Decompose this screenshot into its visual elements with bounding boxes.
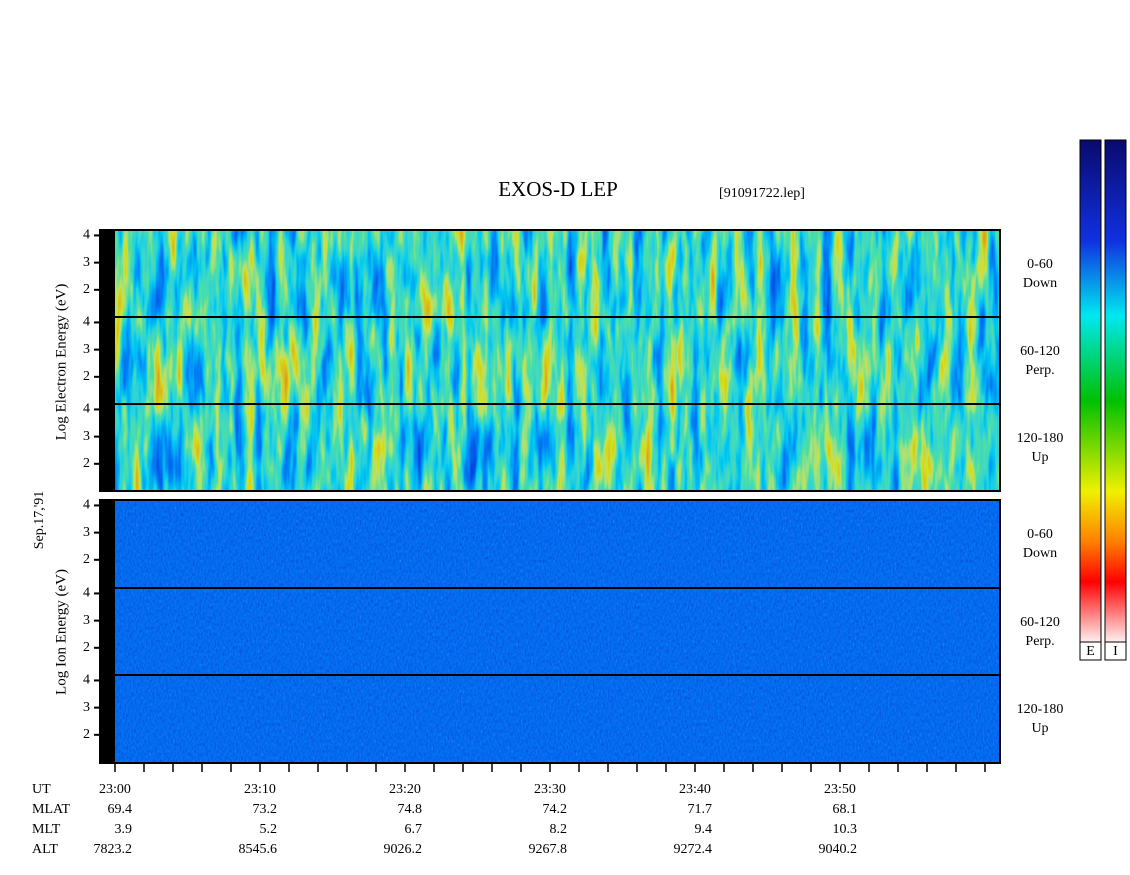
row-value: 3.9 (115, 822, 133, 837)
angle-label: 60-120 (1020, 344, 1060, 359)
direction-label: Perp. (1025, 634, 1054, 649)
angle-label: 120-180 (1017, 702, 1064, 717)
row-label: MLAT (32, 802, 71, 817)
row-value: 74.8 (398, 802, 423, 817)
y-tick-label: 4 (83, 586, 90, 601)
direction-label: Down (1023, 276, 1057, 291)
spectrogram (100, 588, 1000, 675)
ion-axis-label: Log Ion Energy (eV) (53, 569, 69, 695)
time-label: 23:40 (679, 782, 711, 797)
y-tick-label: 3 (83, 700, 90, 715)
panel-edge (100, 588, 115, 675)
y-tick-label: 2 (83, 282, 90, 297)
y-tick-label: 2 (83, 727, 90, 742)
row-value: 68.1 (833, 802, 858, 817)
panels: 2 3 4 0-60 Down 2 3 4 60-120 Perp. 2 3 4 120-180 Up 2 3 4… (83, 228, 1064, 764)
row-label: MLT (32, 822, 61, 837)
spectrogram (100, 230, 1000, 317)
time-label: 23:00 (99, 782, 131, 797)
row-label: ALT (32, 842, 58, 857)
panel-edge (100, 675, 115, 762)
row-value: 6.7 (405, 822, 423, 837)
row-value: 74.2 (543, 802, 568, 817)
colorbar (1104, 139, 1127, 643)
colorbar-label: E (1086, 644, 1095, 659)
y-tick-label: 2 (83, 456, 90, 471)
y-tick-label: 4 (83, 228, 90, 243)
time-label: 23:50 (824, 782, 856, 797)
row-value: 71.7 (688, 802, 713, 817)
direction-label: Up (1031, 450, 1048, 465)
angle-label: 0-60 (1027, 527, 1053, 542)
y-tick-label: 3 (83, 429, 90, 444)
y-tick-label: 3 (83, 255, 90, 270)
row-value: 9267.8 (529, 842, 568, 857)
y-tick-label: 2 (83, 552, 90, 567)
row-value: 9.4 (695, 822, 713, 837)
spectrogram (100, 404, 1000, 491)
panel-edge (100, 317, 115, 404)
colorbar-box (1104, 641, 1127, 661)
time-label: 23:20 (389, 782, 421, 797)
row-value: 7823.2 (94, 842, 133, 857)
panel-edge (100, 230, 115, 317)
row-value: 8545.6 (239, 842, 278, 857)
panel-edge (100, 500, 115, 587)
colorbar-label: I (1113, 644, 1118, 659)
row-value: 9272.4 (674, 842, 713, 857)
row-value: 5.2 (260, 822, 278, 837)
time-label: 23:30 (534, 782, 566, 797)
row-label: UT (32, 782, 51, 797)
angle-label: 120-180 (1017, 431, 1064, 446)
y-tick-label: 2 (83, 640, 90, 655)
spectrogram (100, 500, 1000, 587)
y-tick-label: 4 (83, 498, 90, 513)
row-value: 8.2 (550, 822, 568, 837)
spectrogram (100, 675, 1000, 762)
frame (99, 229, 1001, 492)
y-tick-label: 4 (83, 402, 90, 417)
row-value: 9026.2 (384, 842, 423, 857)
direction-label: Up (1031, 721, 1048, 736)
y-tick-label: 4 (83, 673, 90, 688)
time-label: 23:10 (244, 782, 276, 797)
angle-label: 60-120 (1020, 615, 1060, 630)
y-tick-label: 3 (83, 342, 90, 357)
colorbar-box (1079, 641, 1102, 661)
spectrogram (100, 317, 1000, 404)
y-tick-label: 3 (83, 525, 90, 540)
row-value: 9040.2 (819, 842, 858, 857)
row-value: 10.3 (833, 822, 858, 837)
direction-label: Perp. (1025, 363, 1054, 378)
row-value: 73.2 (253, 802, 278, 817)
y-tick-label: 4 (83, 315, 90, 330)
y-tick-label: 2 (83, 369, 90, 384)
colorbar (1079, 139, 1102, 643)
panel-edge (100, 404, 115, 491)
y-tick-label: 3 (83, 613, 90, 628)
date: Sep.17,'91 (32, 491, 47, 550)
angle-label: 0-60 (1027, 257, 1053, 272)
row-value: 69.4 (108, 802, 133, 817)
direction-label: Down (1023, 546, 1057, 561)
title: EXOS-D LEP (498, 177, 618, 201)
file-name: [91091722.lep] (719, 186, 805, 201)
electron-axis-label: Log Electron Energy (eV) (53, 284, 69, 441)
